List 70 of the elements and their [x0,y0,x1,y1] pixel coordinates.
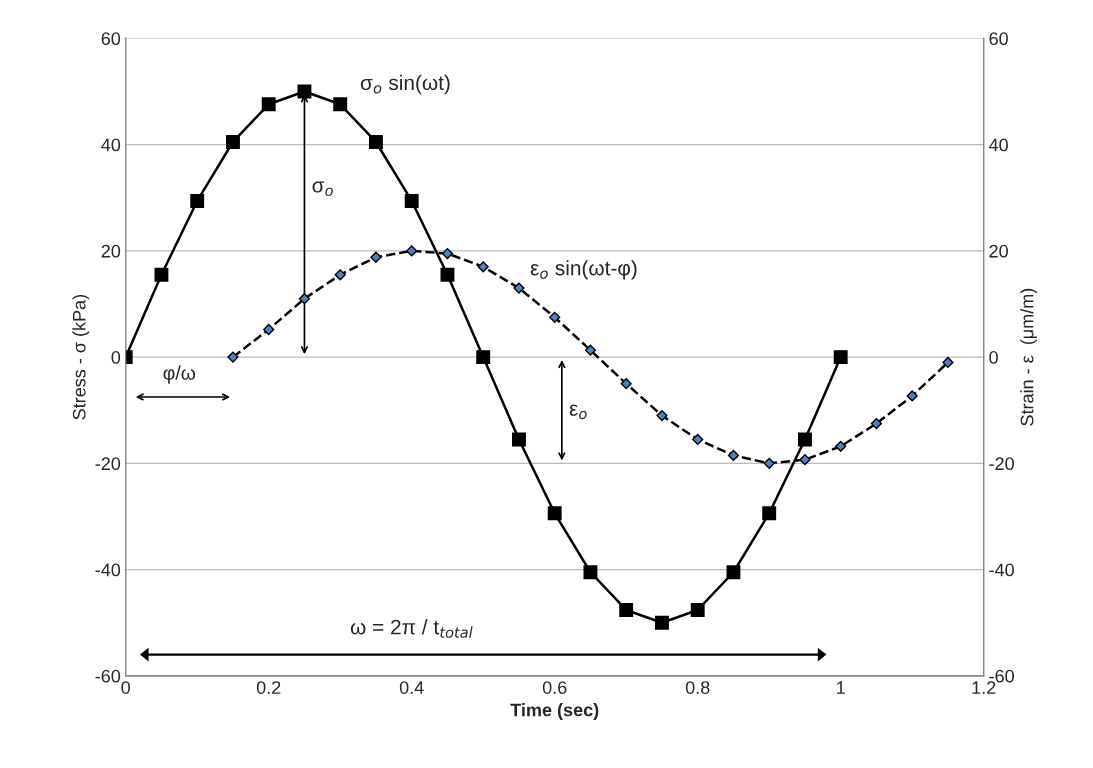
annotation: ε$_{o}$ [569,404,587,420]
annotation: σ$_{o}$ [312,181,333,197]
point [370,251,382,263]
y-tick-label: -60 [95,669,121,683]
y2-tick-label: 20 [989,244,1008,258]
y-tick-label: 20 [101,244,121,258]
y-tick-label: 0 [111,351,121,364]
x-tick-label: 0.2 [256,681,281,694]
point [513,282,525,294]
point [726,565,741,580]
point [798,432,812,447]
point [263,323,275,336]
x-tick-label: 0.8 [685,681,710,694]
point [441,247,454,260]
point [547,506,562,521]
point [799,454,811,466]
point [369,135,383,149]
series-label: ε$_{o}$ sin(ωt-φ) [530,260,637,280]
y2-tick-label: 40 [988,138,1008,152]
point [727,449,740,461]
point [942,356,954,369]
x-tick-label: 1 [837,681,845,694]
point [298,293,311,305]
point [549,311,561,323]
x-axis-title: Time (sec) [510,703,599,720]
x-tick-label: 0.4 [399,681,424,694]
point [835,440,847,452]
point [870,417,883,430]
y-tick-label: -20 [95,457,121,471]
point [655,615,669,630]
point [619,603,634,617]
point [440,267,455,282]
point [833,350,848,365]
y-tick-label: -40 [95,563,121,577]
point [584,344,597,356]
point [906,390,918,402]
y2-tick-label: -40 [989,563,1014,577]
point [762,506,777,521]
x-tick-label: 0 [121,681,131,694]
y-tick-label: 60 [101,32,121,46]
point [406,245,418,257]
y2-tick-label: -60 [989,669,1014,683]
point [334,269,346,281]
x-tick-label: 1.2 [972,681,996,694]
point [583,565,598,580]
y2-axis-title: Strain - ε (μm/m) [1020,288,1038,426]
point [512,432,526,447]
annotation: φ/ω [163,365,196,384]
point [190,194,205,208]
annotation: ω = 2π / t$_{total}$ [350,619,473,638]
series-label: σ$_{o}$ sin(ωt) [360,74,450,95]
point [763,457,775,469]
point [692,433,704,446]
x-tick-label: 0.6 [542,681,567,694]
point [226,135,240,149]
point [154,267,169,282]
y2-tick-label: 60 [989,32,1008,46]
point [476,350,491,365]
point [261,97,276,112]
y-axis-title: Stress - σ (kPa) [72,294,90,420]
y-tick-label: 40 [101,138,121,152]
y2-tick-label: 0 [989,351,998,364]
point [620,378,632,390]
point [404,194,419,208]
point [333,97,348,112]
point [656,409,668,422]
point [227,351,239,363]
point [690,603,705,617]
y2-tick-label: -20 [989,457,1014,471]
point [477,261,489,273]
